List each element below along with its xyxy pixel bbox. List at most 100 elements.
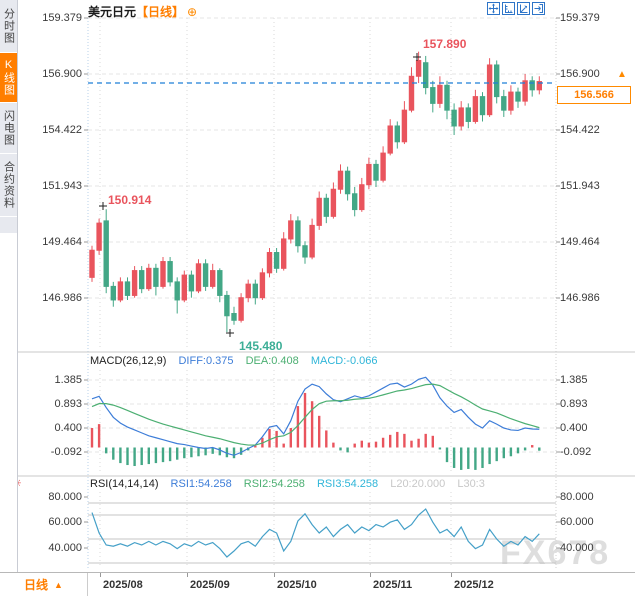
macd-histogram-bar — [119, 447, 122, 464]
export-icon[interactable] — [532, 2, 545, 15]
chart-title: 美元日元【日线】 ⊕ — [88, 3, 197, 20]
candle-body — [423, 62, 429, 89]
candle-body — [273, 252, 280, 269]
macd-histogram-bar — [239, 447, 243, 455]
sidebar-tab-contract-info[interactable]: 合约资料 — [0, 154, 17, 216]
candle-body — [110, 285, 116, 301]
chart-toolbar — [487, 2, 545, 15]
chevron-up-icon: ▲ — [54, 579, 63, 590]
trend-scale-icon[interactable] — [517, 2, 530, 15]
candle-body — [238, 297, 244, 321]
rsi-line — [91, 508, 540, 558]
candle-body — [309, 224, 315, 258]
candle-body — [344, 170, 351, 195]
candle-body — [494, 64, 500, 98]
macd-histogram-bar — [318, 415, 321, 448]
macd-histogram-bar — [360, 440, 363, 448]
rsi1-value: RSI1:54.258 — [170, 478, 232, 490]
time-axis-tick — [187, 573, 188, 577]
candle-body — [259, 272, 266, 299]
candle-body — [160, 261, 166, 287]
candle-body — [430, 87, 436, 104]
candle-body — [380, 152, 386, 181]
time-axis-label: 2025/10 — [277, 579, 317, 591]
candle-body — [536, 81, 542, 91]
candle-body — [202, 263, 209, 287]
candle-body — [366, 163, 372, 186]
sidebar-tab-label: 闪电图 — [2, 110, 15, 146]
candle-body — [174, 281, 180, 301]
macd-histogram-bar — [346, 447, 349, 453]
candle-body — [465, 107, 472, 122]
candle-body — [501, 96, 507, 111]
sidebar-tab-kline[interactable]: K线图 — [0, 53, 17, 102]
time-axis-tick — [274, 573, 275, 577]
candle-body — [188, 274, 195, 292]
macd-histogram-bar — [438, 447, 442, 450]
period-selector-button[interactable]: 日线 ▲ — [0, 573, 88, 596]
candle-body — [295, 220, 301, 247]
rsi3-value: RSI3:54.258 — [316, 478, 379, 490]
macd-header[interactable]: MACD(26,12,9) DIFF:0.375 DEA:0.408 MACD:… — [90, 355, 386, 367]
macd-diff-line — [91, 376, 540, 456]
macd-histogram-bar — [431, 435, 434, 448]
macd-histogram-bar — [531, 445, 534, 448]
macd-histogram-bar — [282, 443, 285, 448]
candle-body — [352, 193, 358, 211]
macd-dea-line — [91, 383, 540, 446]
symbol-name: 美元日元 — [88, 5, 137, 19]
time-axis-label: 2025/09 — [190, 579, 230, 591]
time-axis-label: 2025/12 — [454, 579, 494, 591]
macd-histogram-bar — [396, 431, 399, 448]
candle-body — [281, 238, 287, 269]
sidebar-tab-label: 分时图 — [2, 8, 15, 44]
crosshair-icon[interactable] — [487, 2, 500, 15]
extreme-cross-marker — [413, 53, 421, 61]
macd-histogram-bar — [218, 447, 221, 456]
macd-histogram-bar — [105, 447, 108, 454]
candle-body — [231, 313, 237, 321]
candle-body — [323, 197, 330, 217]
macd-histogram-bar — [254, 445, 257, 448]
candle-body — [224, 294, 230, 317]
macd-histogram-bar — [403, 433, 406, 448]
period-tag: 【日线】 — [136, 5, 185, 19]
macd-histogram-bar — [268, 428, 271, 448]
macd-histogram-bar — [140, 447, 143, 466]
add-indicator-icon[interactable]: ⊕ — [187, 5, 198, 19]
macd-histogram-bar — [381, 437, 385, 448]
candle-body — [330, 188, 337, 217]
candle-body — [316, 197, 322, 226]
macd-title: MACD(26,12,9) — [90, 355, 167, 367]
macd-histogram-bar — [523, 447, 527, 451]
sidebar-tab-timeline[interactable]: 分时图 — [0, 0, 17, 52]
candle-body — [217, 270, 223, 296]
candle-body — [415, 59, 422, 77]
candle-body — [444, 84, 450, 111]
current-price-tag[interactable]: 156.566 — [557, 86, 631, 104]
candle-body — [337, 170, 344, 190]
candle-body — [408, 75, 415, 111]
macd-dea-value: DEA:0.408 — [245, 355, 299, 367]
macd-histogram-bar — [481, 447, 484, 468]
macd-histogram-bar — [133, 447, 136, 467]
candle-body — [486, 64, 493, 116]
macd-histogram-bar — [339, 447, 342, 451]
candle-body — [146, 267, 152, 290]
macd-histogram-bar — [90, 428, 94, 448]
time-axis-label: 2025/11 — [373, 579, 413, 591]
axis-scale-icon[interactable] — [502, 2, 515, 15]
candle-body — [252, 283, 259, 299]
macd-histogram-bar — [310, 401, 314, 448]
sidebar-tab-lightning[interactable]: 闪电图 — [0, 103, 17, 153]
macd-diff-value: DIFF:0.375 — [178, 355, 234, 367]
sidebar: 分时图 K线图 闪电图 合约资料 — [0, 0, 18, 572]
rsi-header[interactable]: RSI(14,14,14) RSI1:54.258 RSI2:54.258 RS… — [90, 478, 494, 490]
macd-histogram-bar — [495, 447, 498, 462]
extreme-cross-marker — [99, 202, 107, 210]
macd-histogram-bar — [452, 447, 456, 468]
candle-body — [479, 96, 486, 116]
rsi2-value: RSI2:54.258 — [243, 478, 305, 490]
